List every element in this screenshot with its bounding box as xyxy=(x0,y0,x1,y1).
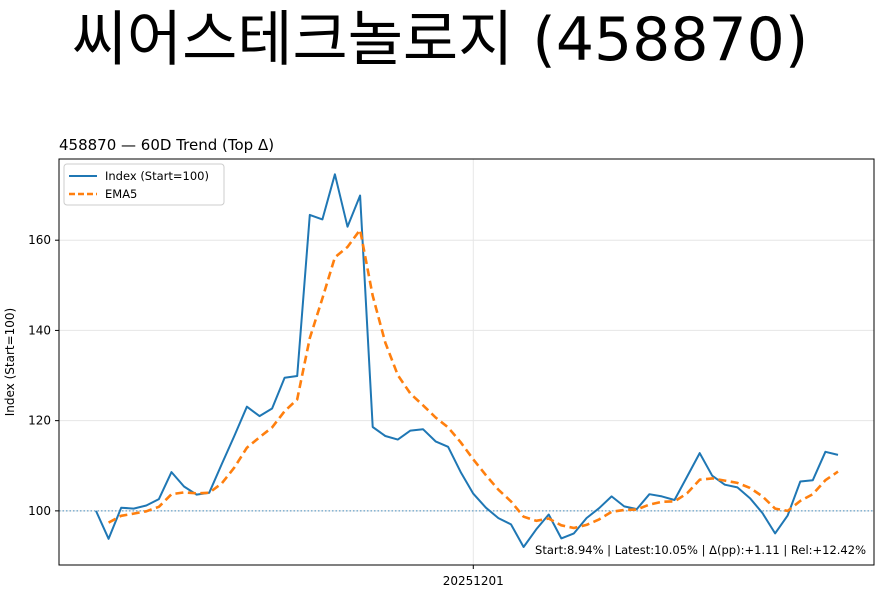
series-line-ema5 xyxy=(107,228,839,530)
grid-lines xyxy=(59,159,874,565)
y-axis-label: Index (Start=100) xyxy=(3,308,17,417)
y-tick-label: 140 xyxy=(28,323,51,337)
y-tick-label: 120 xyxy=(28,414,51,428)
x-tick-label: 20251201 xyxy=(443,574,504,588)
series-layer xyxy=(95,173,839,548)
plot-frame xyxy=(58,158,875,566)
series-line-index xyxy=(95,173,839,548)
y-tick-label: 100 xyxy=(28,504,51,518)
legend-label: EMA5 xyxy=(105,187,137,201)
x-axis-ticks: 20251201 xyxy=(443,565,504,588)
y-axis-ticks: 100 120 140 160 xyxy=(28,233,59,518)
legend-box xyxy=(63,163,225,206)
legend: Index (Start=100) EMA5 xyxy=(63,163,225,206)
legend-label: Index (Start=100) xyxy=(105,169,209,183)
chart-title: 458870 — 60D Trend (Top Δ) xyxy=(59,136,274,154)
stats-annotation: Start:8.94% | Latest:10.05% | Δ(pp):+1.1… xyxy=(535,543,866,557)
y-tick-label: 160 xyxy=(28,233,51,247)
page-title: 씨어스테크놀로지 (458870) xyxy=(71,5,809,75)
